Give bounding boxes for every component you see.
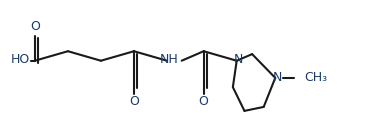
Text: CH₃: CH₃ <box>305 71 328 84</box>
Text: N: N <box>272 71 282 84</box>
Text: O: O <box>129 95 139 108</box>
Text: O: O <box>199 95 208 108</box>
Text: O: O <box>30 20 40 33</box>
Text: HO: HO <box>11 53 30 66</box>
Text: N: N <box>234 53 243 66</box>
Text: NH: NH <box>159 53 178 66</box>
